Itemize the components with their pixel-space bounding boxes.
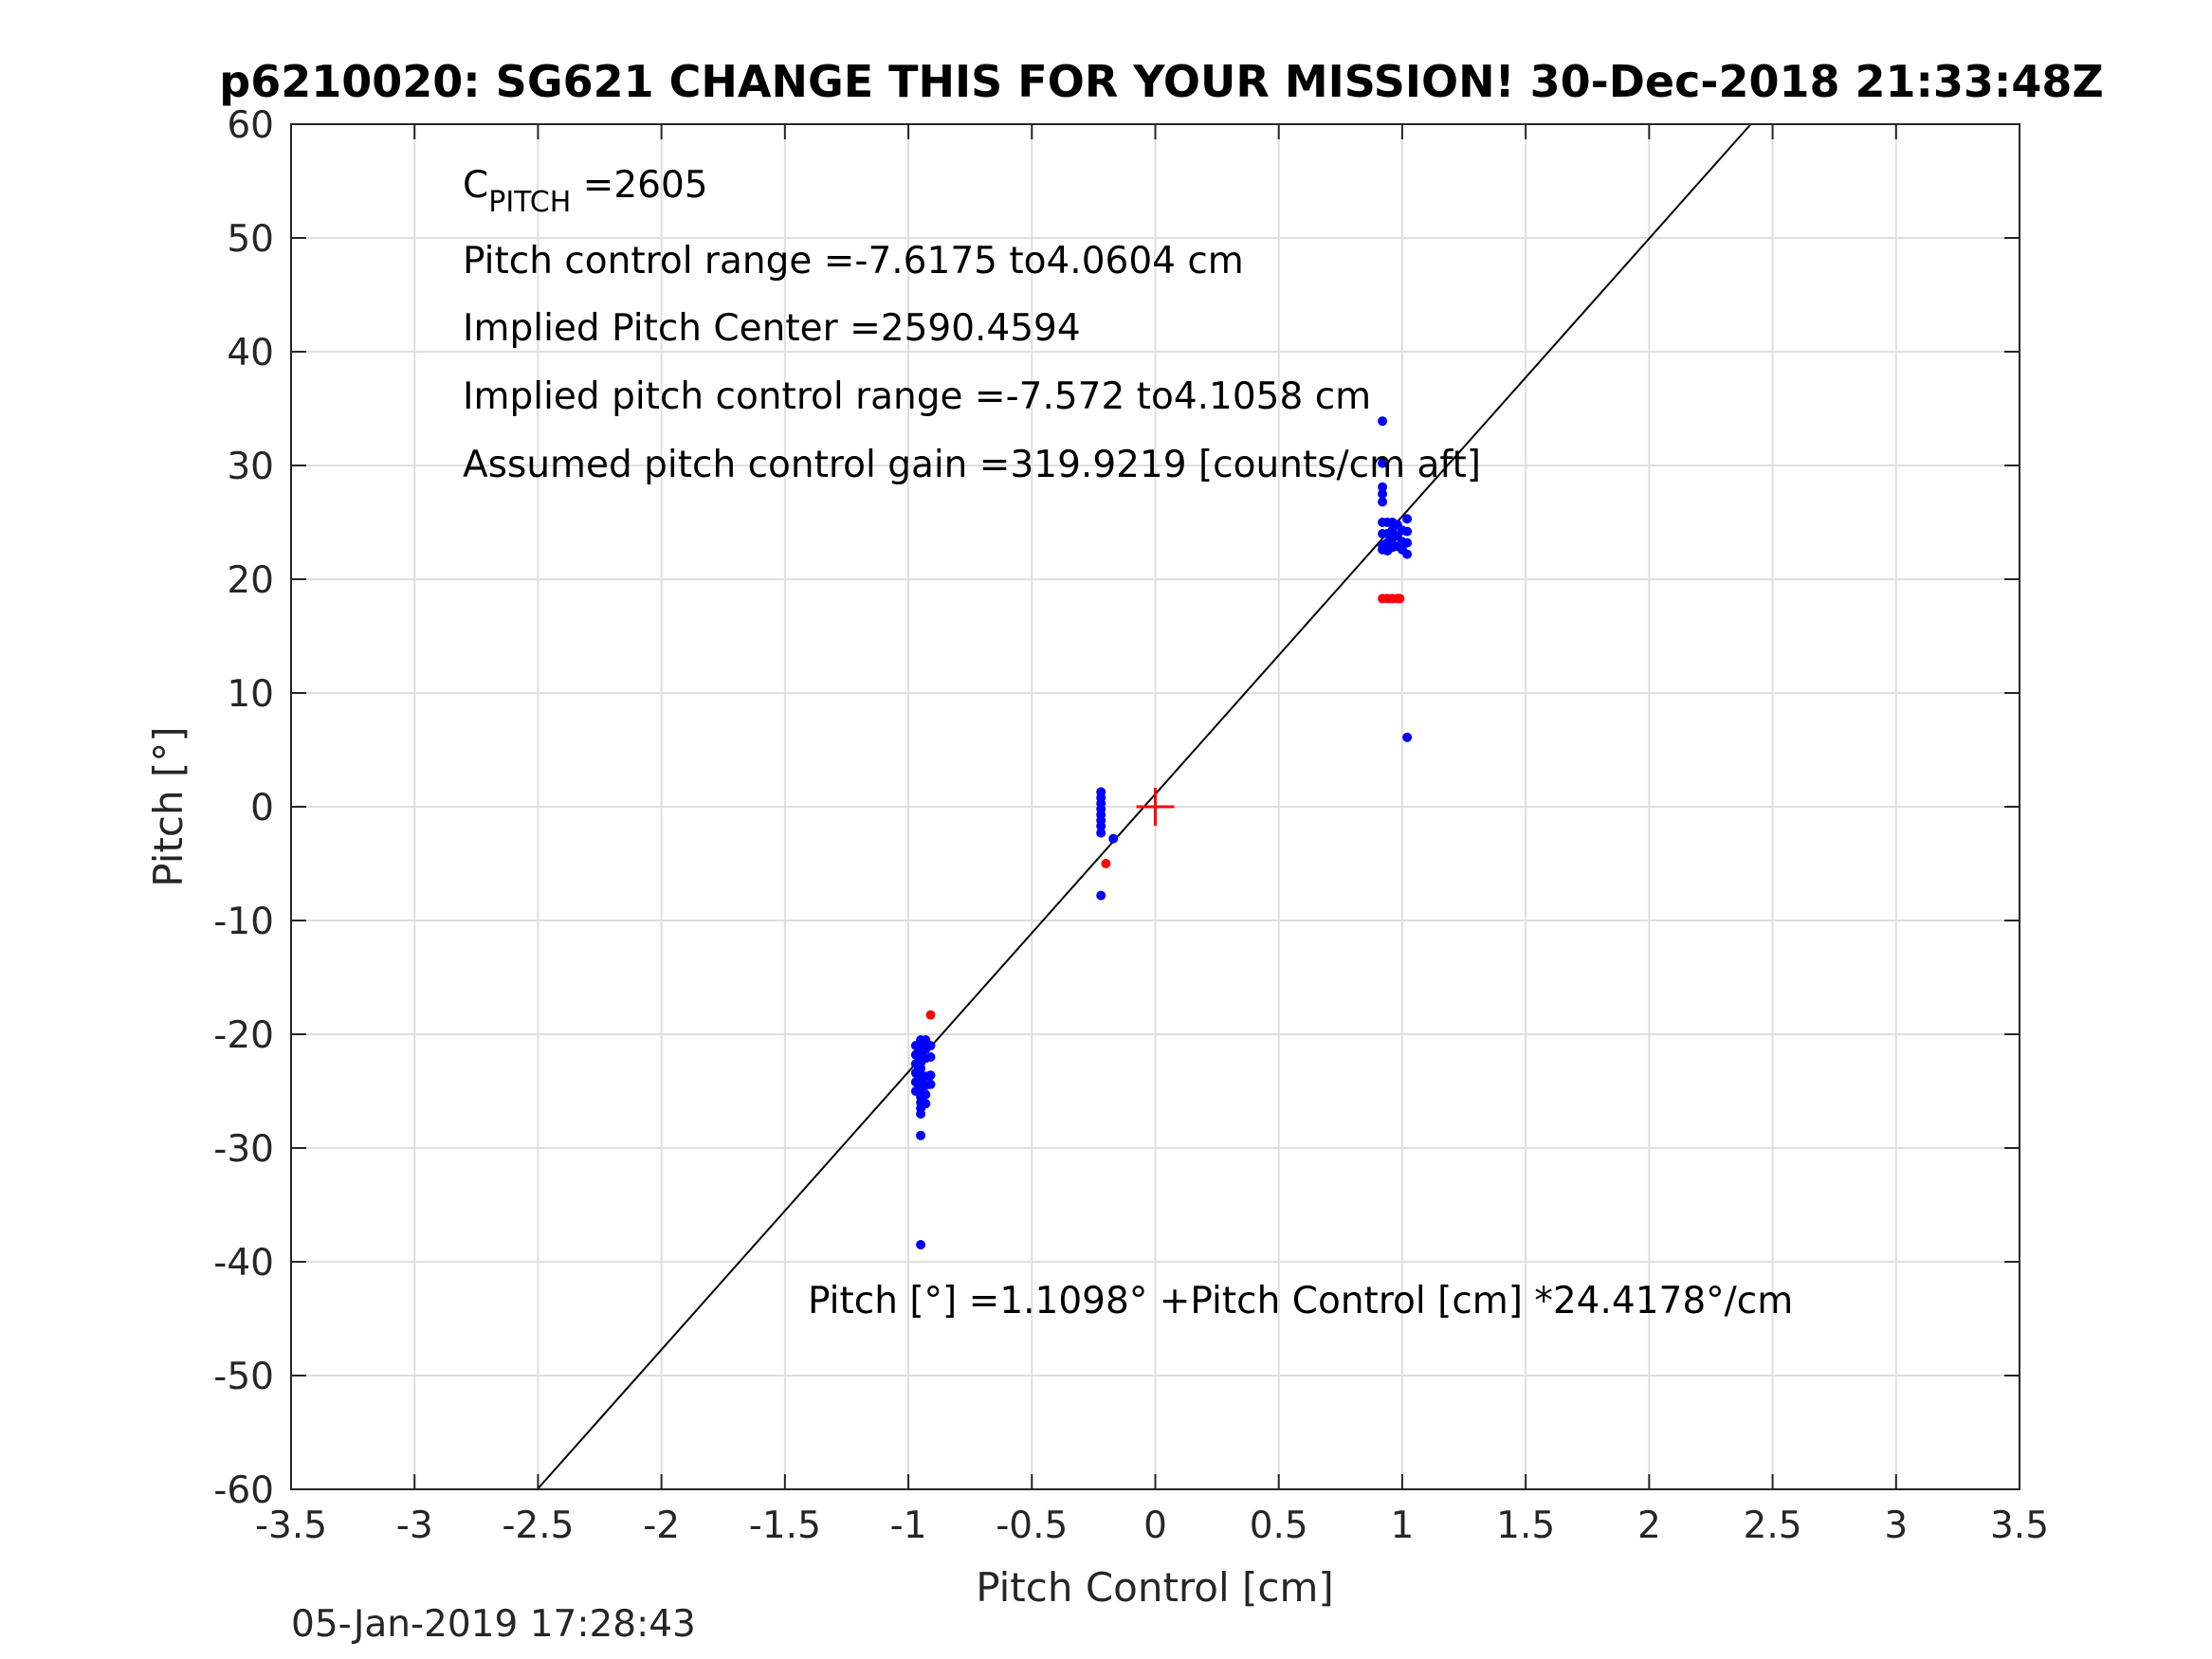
x-tick-label: 0 bbox=[1143, 1504, 1167, 1547]
annotation-implied-pitch-center: Implied Pitch Center =2590.4594 bbox=[463, 307, 1081, 350]
data-point bbox=[1378, 482, 1388, 492]
chart-title: p6210020: SG621 CHANGE THIS FOR YOUR MIS… bbox=[219, 56, 2103, 107]
data-point bbox=[1108, 833, 1119, 844]
center-marker-group bbox=[1136, 788, 1175, 826]
x-tick-label: 0.5 bbox=[1250, 1504, 1308, 1547]
x-tick-label: 3 bbox=[1884, 1504, 1908, 1547]
x-tick-label: 2 bbox=[1637, 1504, 1661, 1547]
data-point bbox=[1378, 497, 1388, 507]
x-tick-label: 3.5 bbox=[1990, 1504, 2049, 1547]
y-tick-label: -50 bbox=[213, 1356, 274, 1398]
data-point bbox=[910, 1041, 921, 1050]
data-point bbox=[1402, 514, 1413, 524]
y-tick-label: 0 bbox=[250, 787, 274, 830]
data-point bbox=[910, 1086, 921, 1096]
y-tick-label: 50 bbox=[227, 218, 274, 261]
data-point bbox=[916, 1109, 926, 1119]
footer-timestamp: 05-Jan-2019 17:28:43 bbox=[291, 1603, 696, 1646]
x-tick-label: 2.5 bbox=[1744, 1504, 1802, 1547]
y-tick-label: 60 bbox=[227, 104, 274, 147]
x-tick-label: 1.5 bbox=[1496, 1504, 1555, 1547]
y-tick-label: 40 bbox=[227, 332, 274, 374]
x-tick-label: -2 bbox=[643, 1504, 680, 1547]
y-tick-label: -40 bbox=[213, 1242, 274, 1285]
data-point bbox=[1402, 538, 1413, 548]
data-point bbox=[916, 1130, 926, 1140]
data-point bbox=[921, 1089, 931, 1100]
data-point bbox=[910, 1049, 921, 1060]
data-point bbox=[1378, 458, 1388, 468]
x-axis-label: Pitch Control [cm] bbox=[976, 1564, 1334, 1611]
data-point bbox=[1096, 821, 1106, 831]
annotation-c-pitch-subscript: PITCH bbox=[488, 186, 571, 219]
data-point bbox=[1096, 890, 1106, 901]
data-point bbox=[1378, 489, 1388, 499]
data-point bbox=[1101, 859, 1111, 868]
data-point bbox=[1395, 593, 1405, 604]
y-axis-label: Pitch [°] bbox=[145, 726, 192, 886]
x-axis-ticks: -3.5 -3 -2.5 -2 -1.5 -1 -0.5 0 0.5 1 1.5 2 2.5 3 3.5 bbox=[255, 124, 2049, 1547]
data-point bbox=[921, 1099, 931, 1109]
data-points bbox=[910, 416, 1413, 1249]
annotation-assumed-gain: Assumed pitch control gain =319.9219 [co… bbox=[463, 444, 1481, 486]
x-tick-label: -1 bbox=[890, 1504, 927, 1547]
y-tick-label: -20 bbox=[213, 1014, 274, 1057]
data-point bbox=[1096, 828, 1106, 838]
x-tick-label: 1 bbox=[1391, 1504, 1415, 1547]
y-tick-label: 10 bbox=[227, 673, 274, 716]
x-tick-label: -0.5 bbox=[996, 1504, 1068, 1547]
y-tick-label: 30 bbox=[227, 446, 274, 488]
data-point bbox=[925, 1010, 936, 1020]
data-point bbox=[910, 1067, 921, 1078]
y-tick-label: 20 bbox=[227, 559, 274, 602]
y-tick-label: -30 bbox=[213, 1128, 274, 1171]
data-point bbox=[916, 1240, 926, 1249]
y-tick-label: -10 bbox=[213, 901, 274, 943]
data-point bbox=[1402, 732, 1413, 742]
data-point bbox=[910, 1077, 921, 1087]
data-point bbox=[910, 1059, 921, 1069]
x-tick-label: -3 bbox=[396, 1504, 433, 1547]
y-tick-label: -60 bbox=[213, 1469, 274, 1512]
x-tick-label: -3.5 bbox=[255, 1504, 327, 1547]
y-axis-ticks: -60 -50 -40 -30 -20 -10 0 10 20 30 40 50 60 bbox=[213, 104, 2020, 1512]
x-tick-label: -1.5 bbox=[749, 1504, 821, 1547]
annotation-pitch-control-range: Pitch control range =-7.6175 to4.0604 cm bbox=[463, 240, 1244, 283]
annotation-implied-pitch-control-range: Implied pitch control range =-7.572 to4.… bbox=[463, 375, 1371, 418]
data-point bbox=[1378, 416, 1388, 427]
x-tick-label: -2.5 bbox=[502, 1504, 574, 1547]
data-point bbox=[925, 1041, 936, 1050]
data-point bbox=[925, 1052, 936, 1062]
grid-lines bbox=[290, 123, 2020, 1490]
annotation-c-pitch: CPITCH =2605 bbox=[463, 164, 708, 219]
data-point bbox=[1402, 549, 1413, 559]
data-point bbox=[1402, 526, 1413, 537]
annotation-c-pitch-prefix: C bbox=[463, 164, 488, 207]
data-point bbox=[925, 1070, 936, 1081]
annotation-c-pitch-value: =2605 bbox=[571, 164, 707, 207]
annotation-fit-equation: Pitch [°] =1.1098° +Pitch Control [cm] *… bbox=[808, 1280, 1793, 1322]
data-point bbox=[925, 1079, 936, 1089]
